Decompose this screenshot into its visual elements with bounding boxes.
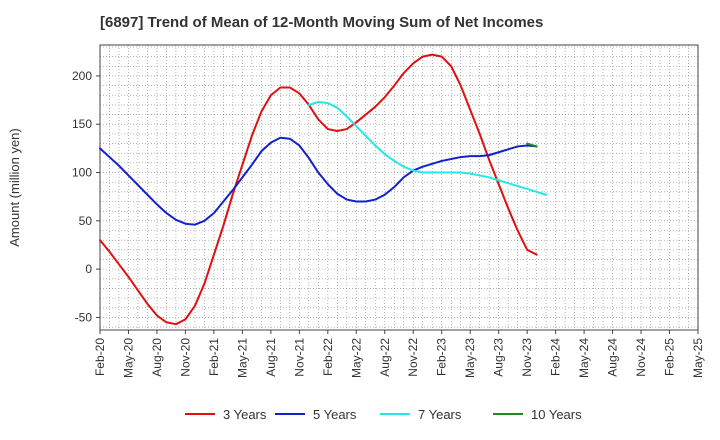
series-line-5-years: [99, 136, 538, 226]
x-tick-label: Nov-23: [520, 338, 534, 377]
x-tick-label: May-20: [121, 338, 135, 378]
x-tick-label: Aug-24: [606, 338, 620, 377]
x-tick-label: May-24: [577, 338, 591, 378]
x-tick-label: May-25: [691, 338, 705, 378]
x-tick-label: Feb-25: [663, 338, 677, 376]
legend-label-7-years: 7 Years: [418, 407, 462, 422]
plot-border: [99, 44, 699, 331]
x-tick-label: Nov-22: [406, 338, 420, 377]
legend-label-3-years: 3 Years: [223, 407, 267, 422]
y-tick-label: 150: [72, 117, 92, 131]
y-tick-label: 0: [85, 262, 92, 276]
legend-label-5-years: 5 Years: [313, 407, 357, 422]
x-tick-label: Feb-22: [321, 338, 335, 376]
x-tick-label: Feb-23: [435, 338, 449, 376]
x-tick-label: Feb-20: [93, 338, 107, 376]
x-tick-label: May-23: [463, 338, 477, 378]
x-tick-label: Feb-21: [207, 338, 221, 376]
legend-label-10-years: 10 Years: [531, 407, 582, 422]
x-tick-label: May-21: [235, 338, 249, 378]
y-tick-label: 50: [79, 214, 93, 228]
y-axis-label: Amount (million yen): [7, 128, 22, 247]
x-tick-label: May-22: [349, 338, 363, 378]
x-tick-label: Nov-21: [292, 338, 306, 377]
x-tick-label: Feb-24: [549, 338, 563, 376]
plot-area: [100, 45, 698, 330]
x-tick-label: Aug-22: [378, 338, 392, 377]
series-line-7-years: [307, 101, 548, 196]
series-line-3-years: [99, 53, 538, 326]
x-tick-label: Aug-21: [264, 338, 278, 377]
x-tick-label: Nov-20: [178, 338, 192, 377]
chart-title: [6897] Trend of Mean of 12-Month Moving …: [100, 14, 544, 31]
y-tick-label: -50: [75, 310, 93, 324]
x-tick-label: Aug-20: [150, 338, 164, 377]
x-tick-label: Aug-23: [492, 338, 506, 377]
y-tick-label: 100: [72, 166, 92, 180]
y-tick-label: 200: [72, 69, 92, 83]
x-tick-label: Nov-24: [634, 338, 648, 377]
series-line-10-years: [526, 142, 538, 148]
